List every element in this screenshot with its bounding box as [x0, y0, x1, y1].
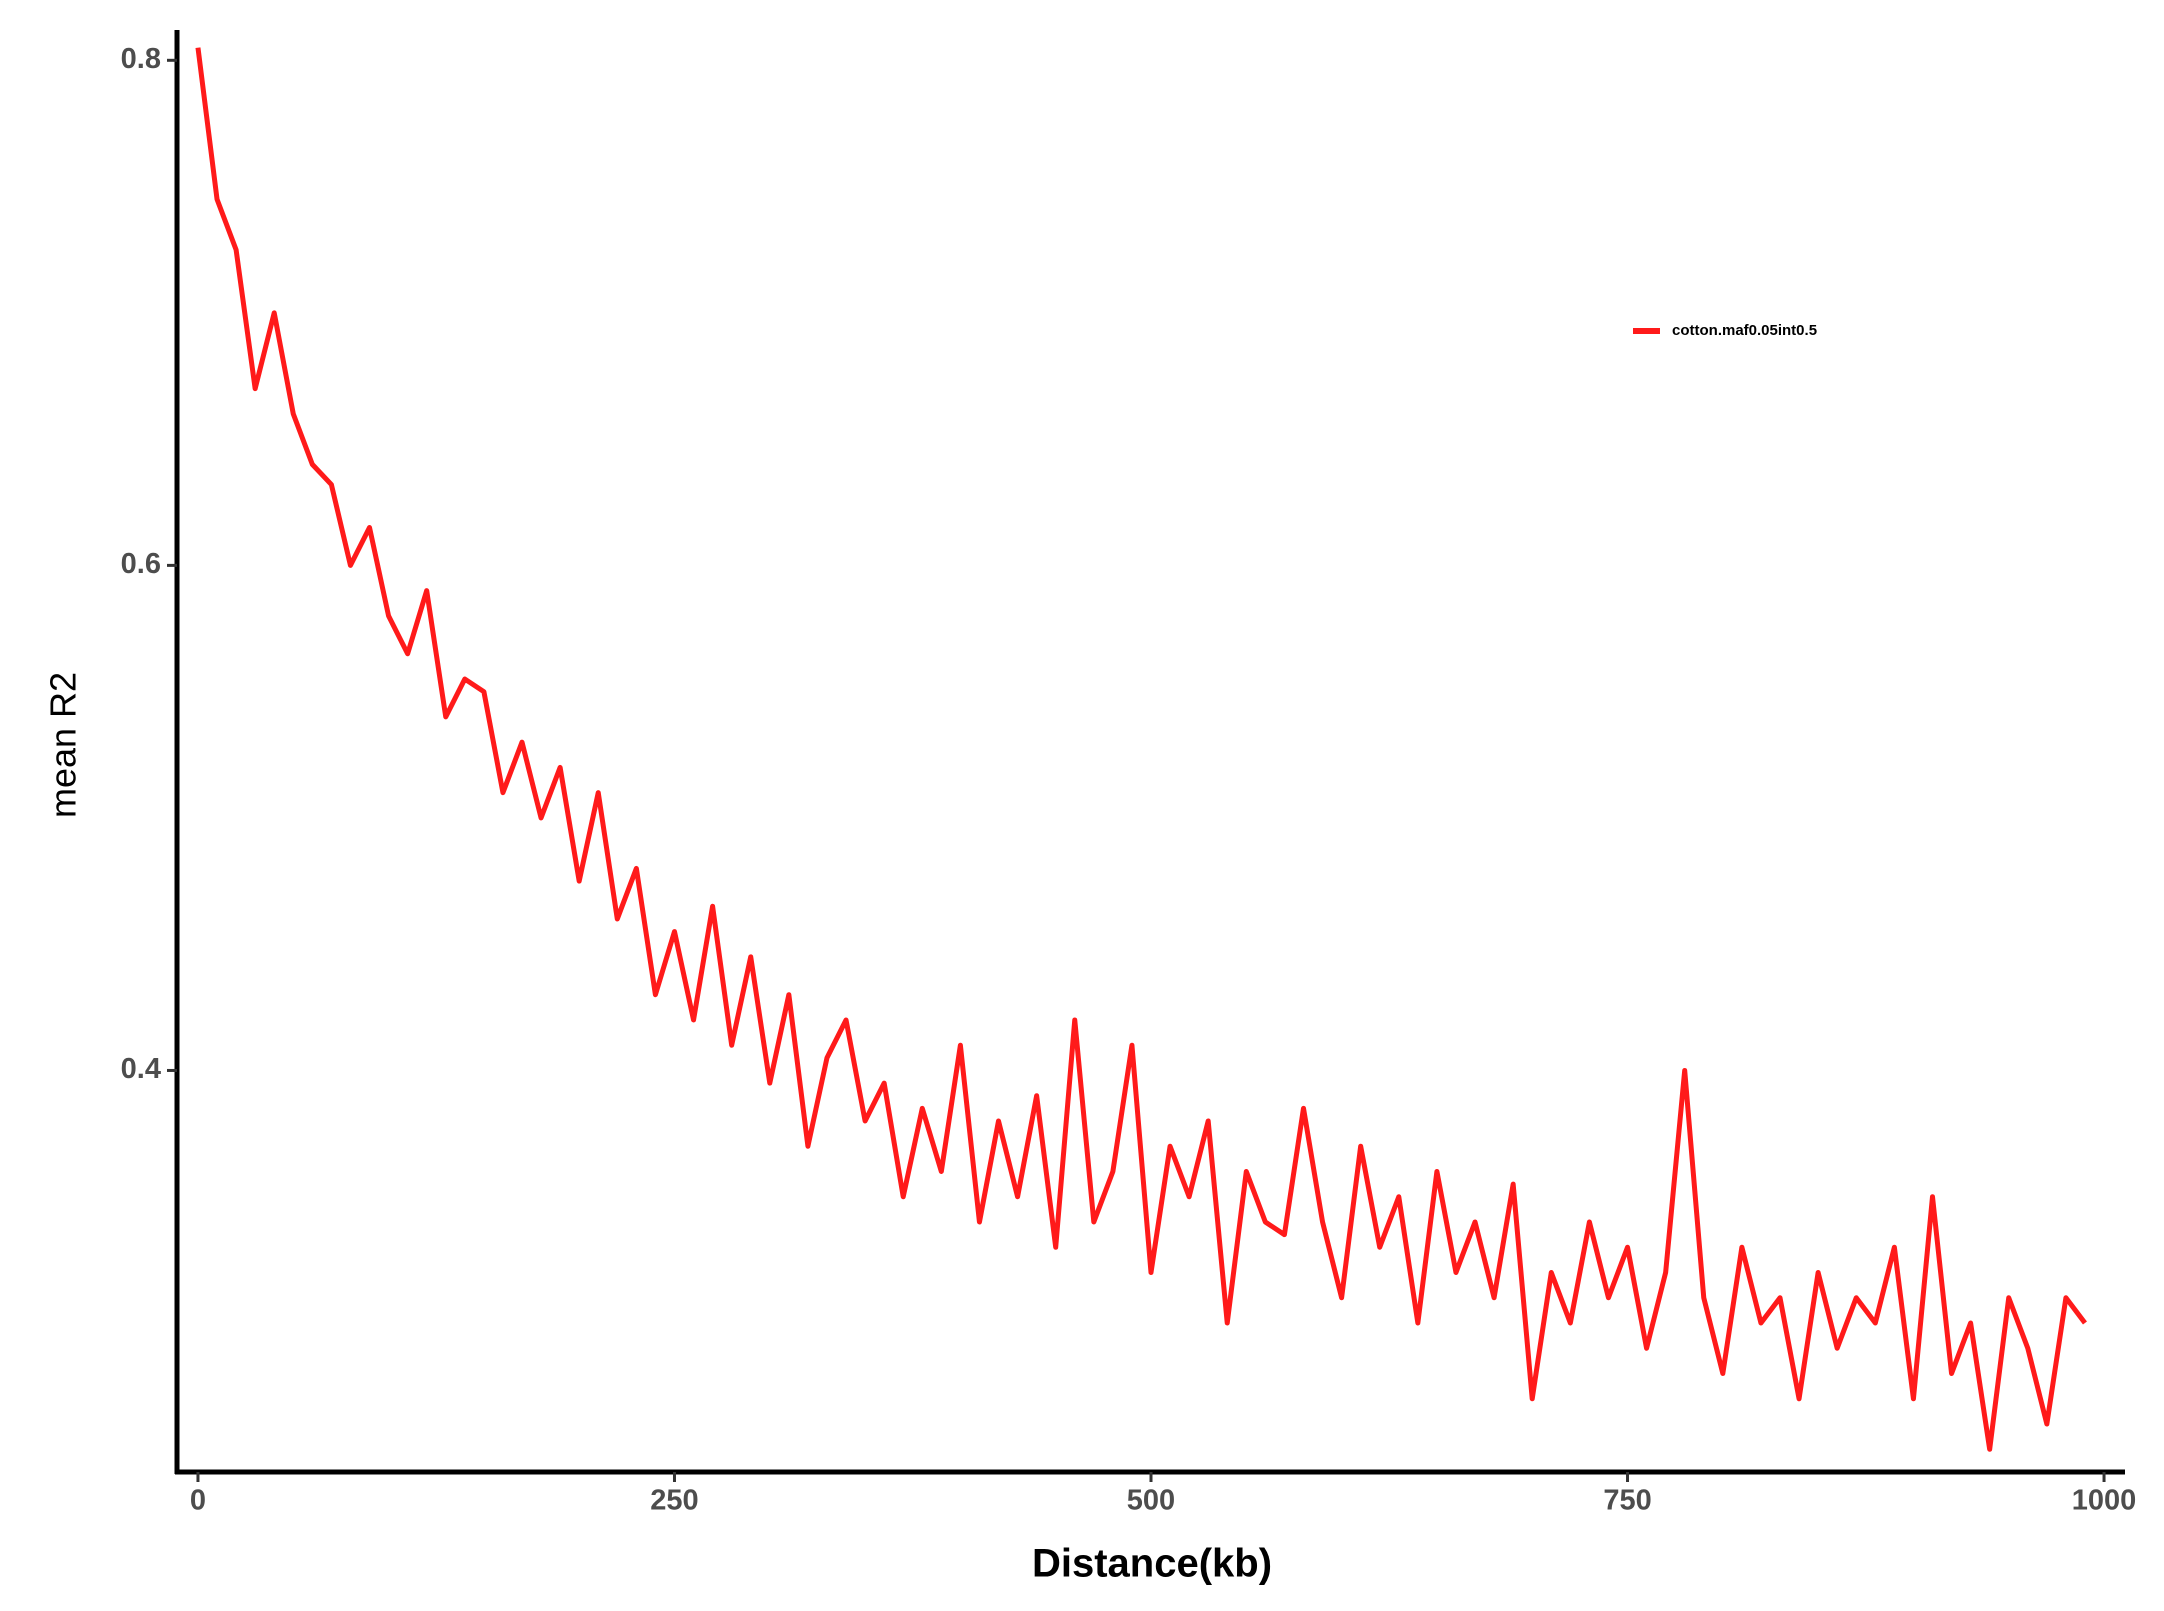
x-tick-label: 0	[190, 1485, 206, 1517]
legend-label: cotton.maf0.05int0.5	[1672, 322, 1817, 339]
y-tick-label: 0.6	[121, 548, 161, 580]
y-tick-label: 0.8	[121, 43, 161, 75]
x-tick-label: 1000	[2072, 1485, 2137, 1517]
y-axis-title: mean R2	[43, 672, 84, 818]
x-tick-label: 500	[1127, 1485, 1175, 1517]
x-tick-label: 750	[1603, 1485, 1651, 1517]
x-tick-label: 250	[650, 1485, 698, 1517]
x-axis-title: Distance(kb)	[1032, 1542, 1272, 1586]
y-tick-label: 0.4	[121, 1053, 161, 1085]
data-line	[195, 47, 2087, 1452]
